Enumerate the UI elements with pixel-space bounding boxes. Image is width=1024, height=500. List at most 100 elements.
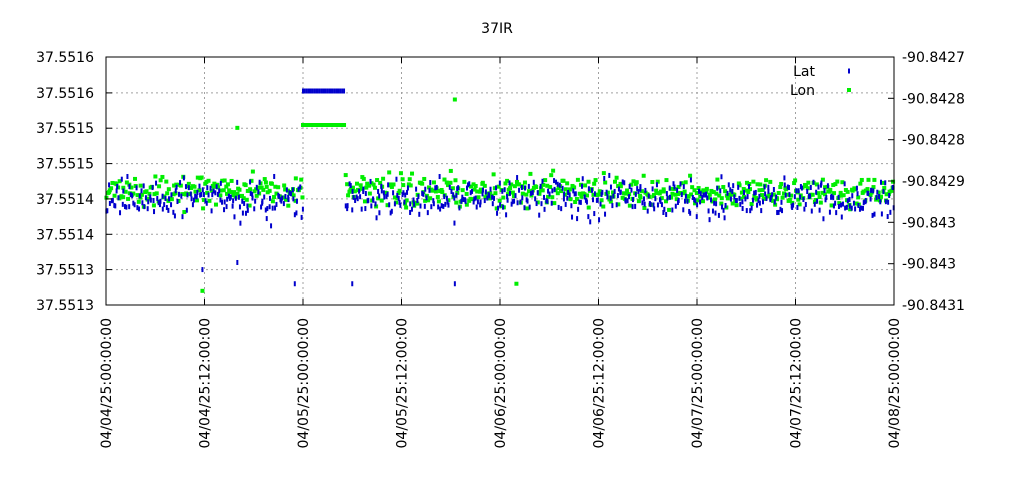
lat-point	[129, 192, 132, 198]
lon-point	[669, 195, 674, 200]
lon-point	[123, 189, 128, 194]
lon-point	[269, 181, 274, 186]
lat-point	[765, 195, 768, 201]
lon-point	[742, 194, 747, 199]
lon-point	[444, 180, 449, 185]
lon-point	[209, 188, 214, 193]
lat-point	[234, 195, 237, 201]
lon-point	[540, 188, 545, 193]
lat-point	[816, 198, 819, 204]
lat-point	[432, 201, 435, 207]
lon-point	[856, 195, 861, 200]
lat-point	[265, 216, 268, 222]
lat-point	[612, 193, 615, 199]
lat-point	[776, 210, 779, 216]
lat-point	[212, 188, 215, 194]
lon-point	[878, 194, 883, 199]
lat-point	[615, 202, 618, 208]
lat-point	[832, 195, 835, 201]
lon-point	[567, 187, 572, 192]
lat-plateau-point	[311, 88, 314, 94]
lat-plateau-point	[324, 88, 327, 94]
lat-point	[362, 186, 365, 192]
lat-point	[467, 182, 470, 188]
lon-point	[164, 179, 169, 184]
lon-point	[527, 189, 532, 194]
lon-point	[545, 183, 550, 188]
lon-point	[365, 181, 370, 186]
lat-point	[428, 187, 431, 193]
lat-point	[348, 181, 351, 187]
lat-point	[238, 204, 241, 210]
lon-point	[692, 188, 697, 193]
lat-point	[388, 202, 391, 208]
lon-point	[395, 195, 400, 200]
lat-point	[505, 212, 508, 218]
lat-point	[668, 194, 671, 200]
lat-point	[246, 207, 249, 213]
lon-point	[751, 179, 756, 184]
lat-point	[608, 172, 611, 178]
lat-point	[159, 198, 162, 204]
lon-point	[661, 187, 666, 192]
lon-point	[193, 189, 198, 194]
lon-point	[212, 181, 217, 186]
lat-point	[524, 185, 527, 191]
lat-point	[293, 212, 296, 218]
lon-point	[224, 191, 229, 196]
lon-point	[110, 180, 115, 185]
lat-point	[739, 201, 742, 207]
lon-point	[199, 175, 204, 180]
lat-plateau-point	[328, 88, 331, 94]
lat-point	[793, 194, 796, 200]
lat-point	[395, 176, 398, 182]
lat-point	[215, 184, 218, 190]
lon-point	[748, 187, 753, 192]
lat-point	[462, 196, 465, 202]
lon-point	[213, 202, 218, 207]
lat-plateau-point	[322, 88, 325, 94]
lat-point	[271, 205, 274, 211]
lon-point	[359, 186, 364, 191]
lat-point	[723, 215, 726, 221]
lat-point	[731, 188, 734, 194]
lon-point	[392, 195, 397, 200]
lon-point	[891, 179, 896, 184]
lat-point	[170, 202, 173, 208]
lon-point	[575, 177, 580, 182]
lat-point	[146, 206, 149, 212]
lat-point	[729, 187, 732, 193]
lon-point	[717, 193, 722, 198]
lat-point	[108, 200, 111, 206]
lon-point	[121, 195, 126, 200]
lat-point	[479, 202, 482, 208]
y-left-tick-label: 37.5515	[36, 121, 94, 137]
lon-point	[654, 190, 659, 195]
lat-point	[161, 206, 164, 212]
lat-point	[503, 187, 506, 193]
lon-point	[668, 186, 673, 191]
lon-point	[367, 183, 372, 188]
lat-point	[561, 185, 564, 191]
lat-point	[585, 199, 588, 205]
lon-point	[435, 194, 440, 199]
lon-point	[603, 180, 608, 185]
lat-point	[176, 199, 179, 205]
lon-point	[381, 176, 386, 181]
lat-point	[126, 173, 129, 179]
lat-point	[581, 176, 584, 182]
lon-point	[211, 184, 216, 189]
lon-point	[655, 179, 660, 184]
lat-point	[443, 194, 446, 200]
lat-point	[649, 202, 652, 208]
lat-point	[797, 188, 800, 194]
lat-point	[396, 192, 399, 198]
y-right-tick-label: -90.8431	[902, 298, 965, 314]
lon-point	[577, 191, 582, 196]
lat-point	[659, 198, 662, 204]
lat-point	[260, 204, 263, 210]
lat-point	[422, 191, 425, 197]
lat-point	[848, 196, 851, 202]
lon-outlier-point	[514, 281, 519, 286]
lon-point	[698, 194, 703, 199]
